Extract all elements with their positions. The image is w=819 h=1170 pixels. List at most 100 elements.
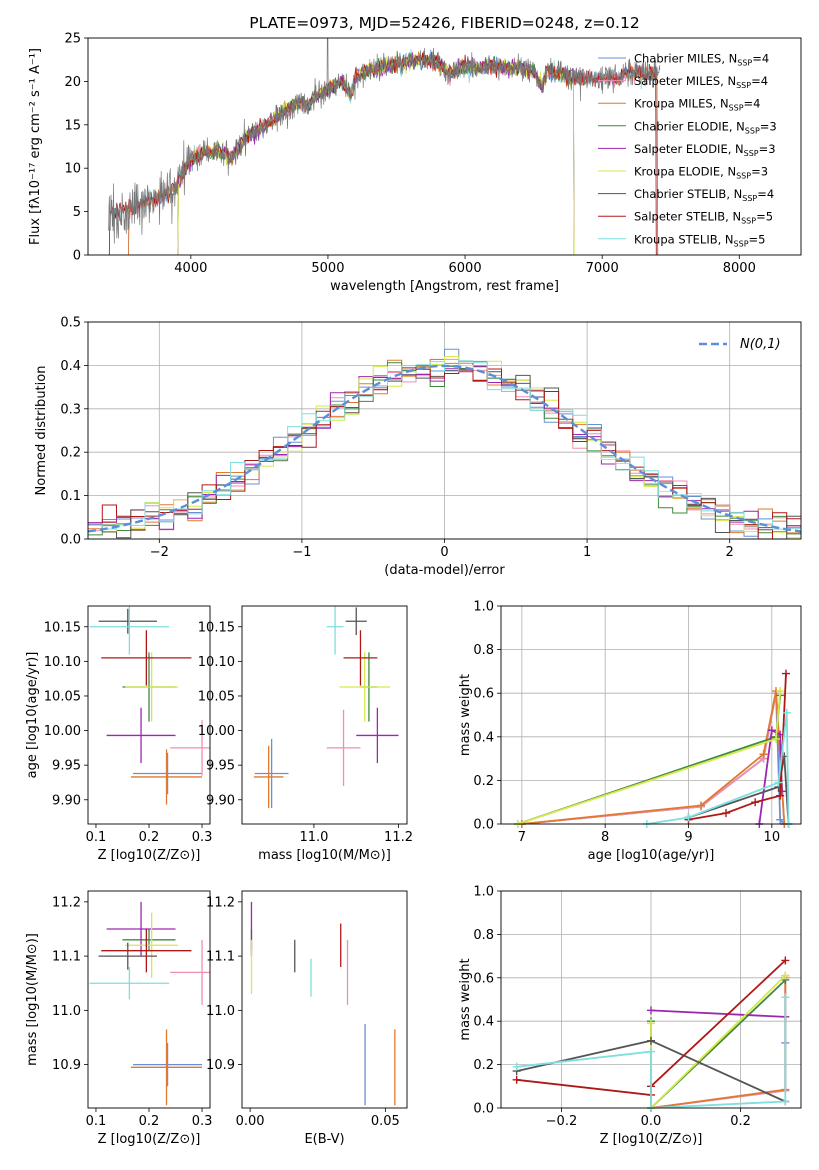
y-tick-label: 0.4: [473, 1015, 494, 1030]
y-tick-label: 11.1: [52, 950, 81, 965]
x-tick-label: 9: [684, 830, 692, 845]
y-tick-label: 0: [73, 249, 81, 264]
y-tick-label: 0.0: [473, 818, 494, 833]
x-tick-label: 5000: [311, 261, 344, 276]
y-tick-label: 25: [64, 32, 81, 47]
y-tick-label: 1.0: [473, 885, 494, 900]
data-point: [782, 669, 790, 678]
y-tick-label: 0.1: [60, 489, 81, 504]
y-tick-label: 9.90: [52, 793, 81, 808]
y-tick-label: 10: [64, 162, 81, 177]
data-point: [684, 813, 693, 822]
model-spectrum-kroupa-elodie: [177, 53, 575, 255]
y-tick-label: 0.6: [473, 971, 494, 986]
x-tick-label: 11.2: [384, 830, 413, 845]
legend-label: Kroupa MILES, NSSP=4: [634, 97, 760, 113]
mass-weight-line: [517, 690, 782, 825]
data-point: [767, 726, 776, 735]
axes-frame: [87, 605, 211, 825]
y-tick-label: 0.2: [60, 446, 81, 461]
data-point: [751, 798, 760, 807]
y-tick-label: 1.0: [473, 600, 494, 615]
y-axis-label: mass weight: [458, 674, 473, 756]
y-tick-label: 0.2: [473, 774, 494, 789]
histogram-kroupa-stelib: [87, 360, 801, 539]
x-axis-label: Z [log10(Z/Z⊙)]: [98, 848, 201, 863]
x-tick-label: −1: [292, 545, 311, 560]
x-tick-label: 4000: [174, 261, 207, 276]
x-tick-label: 0: [440, 545, 448, 560]
x-tick-label: 0.2: [139, 1114, 160, 1129]
x-tick-label: 0.2: [730, 1114, 751, 1129]
y-tick-label: 0.2: [473, 1058, 494, 1073]
legend-label: N(0,1): [740, 337, 781, 352]
data-point: [697, 801, 705, 810]
y-tick-label: 0.0: [60, 533, 81, 548]
observed-spectrum: [108, 38, 661, 244]
y-tick-label: 0.3: [60, 402, 81, 417]
y-tick-label: 11.0: [206, 1004, 235, 1019]
y-tick-label: 0.5: [60, 316, 81, 331]
x-tick-label: 0.00: [236, 1114, 265, 1129]
mass-weight-line: [650, 974, 786, 1111]
data-point: [781, 971, 790, 980]
y-tick-label: 10.9: [52, 1058, 81, 1073]
legend-label: Salpeter STELIB, NSSP=5: [634, 210, 773, 226]
data-point: [647, 1036, 655, 1045]
x-tick-label: 6000: [449, 261, 482, 276]
x-tick-label: 7000: [586, 261, 619, 276]
data-point: [777, 787, 786, 796]
x-axis-label: mass [log10(M/M⊙)]: [258, 848, 391, 863]
legend-label: Chabrier MILES, NSSP=4: [634, 52, 769, 68]
x-tick-label: 2: [726, 545, 734, 560]
x-tick-label: 0.05: [371, 1114, 400, 1129]
x-axis-label: wavelength [Angstrom, rest frame]: [330, 279, 559, 294]
data-point: [782, 708, 791, 717]
data-point: [647, 1006, 655, 1015]
x-tick-label: 7: [518, 830, 526, 845]
data-point: [512, 1062, 521, 1071]
x-tick-label: 8: [601, 830, 609, 845]
data-point: [776, 815, 785, 824]
data-point: [647, 1019, 655, 1028]
gaussian-reference-curve: [87, 364, 802, 533]
x-tick-label: 0.3: [192, 1114, 213, 1129]
panel-mass_weight_vs_Z: −0.2 0.0 0.2 0.0 0.2 0.4 0.6 0.8 1.0 Z [log10(Z/Z…: [458, 885, 802, 1147]
y-axis-label: Normed distribution: [34, 366, 49, 496]
y-tick-label: 10.15: [198, 620, 235, 635]
data-point: [781, 1097, 790, 1106]
y-tick-label: 9.90: [206, 793, 235, 808]
y-axis-label: Flux [fλ10⁻¹⁷ erg cm⁻² s⁻¹ A⁻¹]: [28, 48, 43, 245]
x-axis-label: Z [log10(Z/Z⊙)]: [600, 1132, 703, 1147]
x-tick-label: −2: [150, 545, 169, 560]
y-tick-label: 10.05: [44, 689, 81, 704]
x-axis-label: (data-model)/error: [384, 563, 505, 578]
y-tick-label: 0.6: [473, 687, 494, 702]
y-tick-label: 11.2: [206, 895, 235, 910]
panel-residuals: −2 −1 0 1 2 0.0 0.1 0.2 0.3 0.4 0.5 (data-model)/er…: [34, 316, 802, 578]
axes-frame: [500, 605, 802, 825]
data-point: [722, 809, 730, 818]
y-tick-label: 0.8: [473, 643, 494, 658]
y-tick-label: 0.4: [473, 730, 494, 745]
y-tick-label: 15: [64, 118, 81, 133]
x-tick-label: 11.0: [299, 830, 328, 845]
y-axis-label: mass weight: [458, 958, 473, 1040]
panel-spectrum: 4000 5000 6000 7000 8000 0 5 10 15 20 25 wavelength…: [28, 14, 802, 294]
mass-weight-line: [650, 1009, 786, 1018]
panel-mass_vs_Z: 0.1 0.2 0.3 10.9 11.0 11.1 11.2 Z [log10(Z/Z⊙)]…: [25, 890, 213, 1147]
axes-frame: [241, 890, 408, 1109]
x-tick-label: 0.3: [192, 830, 213, 845]
axes-frame: [500, 890, 802, 1109]
x-tick-label: 0.0: [641, 1114, 662, 1129]
y-axis-label: age [log10(age/yr)]: [25, 652, 40, 779]
x-tick-label: 8000: [723, 261, 756, 276]
y-tick-label: 10.9: [206, 1058, 235, 1073]
x-tick-label: 0.2: [139, 830, 160, 845]
legend-label: Salpeter ELODIE, NSSP=3: [634, 142, 776, 158]
y-tick-label: 9.95: [52, 759, 81, 774]
data-point: [776, 791, 785, 800]
y-tick-label: 5: [73, 205, 81, 220]
data-point: [772, 734, 780, 743]
